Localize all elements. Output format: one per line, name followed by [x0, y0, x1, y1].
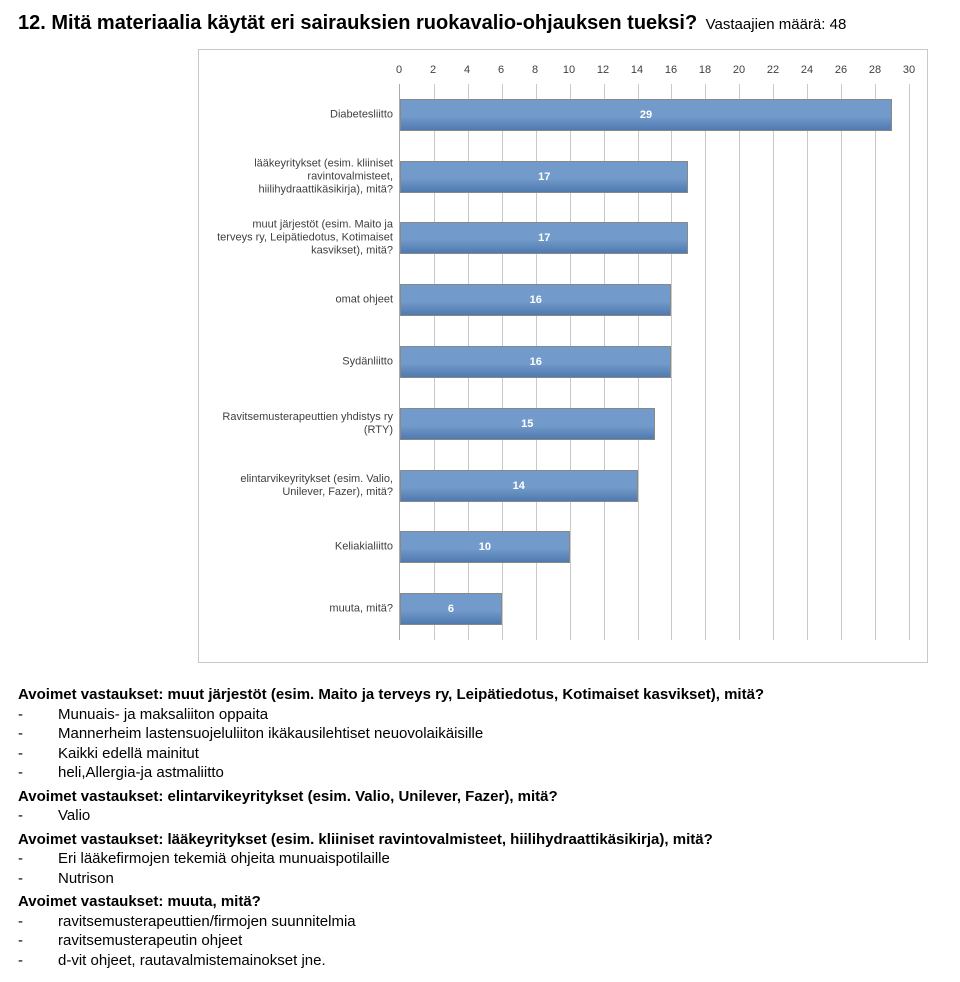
x-tick: 12 — [597, 64, 609, 76]
bar-value-label: 17 — [538, 232, 550, 244]
answer-text: heli,Allergia-ja astmaliitto — [58, 764, 224, 781]
bar: 17 — [400, 222, 688, 254]
answer-text: Kaikki edellä mainitut — [58, 745, 199, 762]
answer-text: d-vit ohjeet, rautavalmistemainokset jne… — [58, 952, 326, 969]
bar: 16 — [400, 284, 671, 316]
dash-icon: - — [18, 912, 58, 932]
bar: 16 — [400, 346, 671, 378]
y-label: muut järjestöt (esim. Maito ja terveys r… — [217, 219, 393, 258]
answer-item: -Eri lääkefirmojen tekemiä ohjeita munua… — [18, 849, 942, 869]
answer-group-heading: Avoimet vastaukset: muuta, mitä? — [18, 892, 942, 912]
dash-icon: - — [18, 849, 58, 869]
open-answers: Avoimet vastaukset: muut järjestöt (esim… — [18, 685, 942, 970]
answer-item: -Munuais- ja maksaliiton oppaita — [18, 705, 942, 725]
answer-text: Munuais- ja maksaliiton oppaita — [58, 706, 268, 723]
answer-item: -Kaikki edellä mainitut — [18, 744, 942, 764]
answer-text: ravitsemusterapeuttien/firmojen suunnite… — [58, 913, 356, 930]
title-main: 12. Mitä materiaalia käytät eri sairauks… — [18, 12, 697, 34]
y-label: omat ohjeet — [217, 294, 393, 307]
bar-value-label: 15 — [521, 418, 533, 430]
x-tick: 22 — [767, 64, 779, 76]
answer-text: Valio — [58, 807, 90, 824]
x-tick: 10 — [563, 64, 575, 76]
x-tick: 2 — [430, 64, 436, 76]
x-tick: 8 — [532, 64, 538, 76]
dash-icon: - — [18, 763, 58, 783]
y-axis-labels: Diabetesliitto lääkeyritykset (esim. klii… — [217, 84, 399, 640]
answer-text: Eri lääkefirmojen tekemiä ohjeita munuai… — [58, 850, 390, 867]
x-tick: 24 — [801, 64, 813, 76]
x-tick: 28 — [869, 64, 881, 76]
title-sub: Vastaajien määrä: 48 — [706, 16, 847, 33]
chart-inner: 024681012141618202224262830 Diabetesliit… — [217, 64, 909, 640]
answer-text: ravitsemusterapeutin ohjeet — [58, 932, 242, 949]
grid-line — [909, 84, 910, 640]
y-label: lääkeyritykset (esim. kliiniset ravintov… — [217, 157, 393, 196]
chart-container: 024681012141618202224262830 Diabetesliit… — [198, 49, 928, 663]
x-tick: 4 — [464, 64, 470, 76]
answer-text: Mannerheim lastensuojeluliiton ikäkausil… — [58, 725, 483, 742]
x-tick: 20 — [733, 64, 745, 76]
dash-icon: - — [18, 931, 58, 951]
dash-icon: - — [18, 806, 58, 826]
x-tick: 16 — [665, 64, 677, 76]
answer-item: -Nutrison — [18, 869, 942, 889]
x-tick: 26 — [835, 64, 847, 76]
answer-group-heading: Avoimet vastaukset: lääkeyritykset (esim… — [18, 830, 942, 850]
bar: 17 — [400, 161, 688, 193]
y-label: muuta, mitä? — [217, 603, 393, 616]
answer-item: -ravitsemusterapeuttien/firmojen suunnit… — [18, 912, 942, 932]
grid-line — [807, 84, 808, 640]
bar: 10 — [400, 531, 570, 563]
grid-line — [875, 84, 876, 640]
grid-line — [739, 84, 740, 640]
answer-text: Nutrison — [58, 870, 114, 887]
y-label: Sydänliitto — [217, 356, 393, 369]
dash-icon: - — [18, 724, 58, 744]
dash-icon: - — [18, 744, 58, 764]
y-label: elintarvikeyritykset (esim. Valio, Unile… — [217, 473, 393, 499]
bar-value-label: 10 — [479, 541, 491, 553]
bar-value-label: 14 — [513, 480, 525, 492]
question-title: 12. Mitä materiaalia käytät eri sairauks… — [18, 12, 942, 35]
grid-line — [841, 84, 842, 640]
bar: 15 — [400, 408, 655, 440]
bar-value-label: 16 — [530, 294, 542, 306]
answer-item: -heli,Allergia-ja astmaliitto — [18, 763, 942, 783]
answer-item: -Mannerheim lastensuojeluliiton ikäkausi… — [18, 724, 942, 744]
answer-item: -Valio — [18, 806, 942, 826]
answer-group-heading: Avoimet vastaukset: elintarvikeyritykset… — [18, 787, 942, 807]
answer-item: -ravitsemusterapeutin ohjeet — [18, 931, 942, 951]
dash-icon: - — [18, 705, 58, 725]
dash-icon: - — [18, 869, 58, 889]
bar: 14 — [400, 470, 638, 502]
y-label: Ravitsemusterapeuttien yhdistys ry (RTY) — [217, 411, 393, 437]
x-tick: 30 — [903, 64, 915, 76]
answer-group-heading: Avoimet vastaukset: muut järjestöt (esim… — [18, 685, 942, 705]
bar-value-label: 17 — [538, 171, 550, 183]
dash-icon: - — [18, 951, 58, 971]
y-label: Keliakialiitto — [217, 541, 393, 554]
x-tick: 0 — [396, 64, 402, 76]
bar: 6 — [400, 593, 502, 625]
y-label: Diabetesliitto — [217, 108, 393, 121]
grid-line — [773, 84, 774, 640]
bar: 29 — [400, 99, 892, 131]
bar-value-label: 6 — [448, 603, 454, 615]
bar-value-label: 29 — [640, 109, 652, 121]
x-tick: 14 — [631, 64, 643, 76]
grid-line — [705, 84, 706, 640]
chart-plot-area: 29 17 17 16 16 15 14 10 6 — [399, 84, 909, 640]
x-tick: 6 — [498, 64, 504, 76]
bar-value-label: 16 — [530, 356, 542, 368]
answer-item: -d-vit ohjeet, rautavalmistemainokset jn… — [18, 951, 942, 971]
x-axis-ticks: 024681012141618202224262830 — [399, 64, 909, 84]
x-tick: 18 — [699, 64, 711, 76]
